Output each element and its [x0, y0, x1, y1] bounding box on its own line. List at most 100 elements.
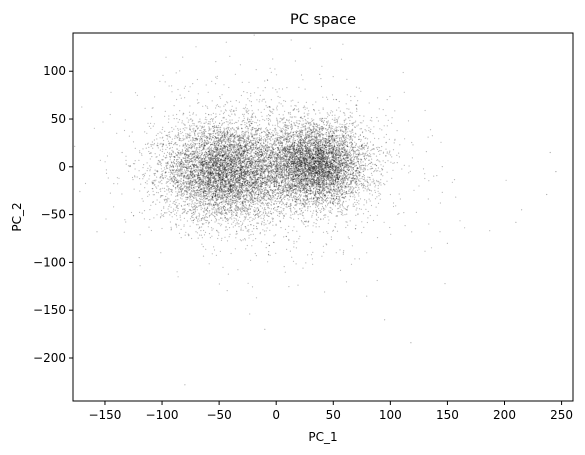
data-point [273, 142, 275, 144]
data-point [242, 154, 244, 157]
data-point [233, 161, 235, 163]
data-point [222, 156, 224, 158]
data-point [234, 199, 236, 201]
data-point [174, 163, 176, 165]
data-point [226, 131, 228, 133]
data-point [206, 170, 208, 172]
data-point [158, 181, 160, 183]
data-point [212, 184, 214, 186]
data-point [244, 169, 246, 171]
data-point [131, 176, 134, 179]
data-point [166, 198, 168, 200]
data-point [177, 204, 179, 206]
data-point [167, 180, 170, 182]
data-point [176, 137, 178, 139]
data-point [245, 168, 247, 170]
data-point [157, 192, 159, 194]
data-point [203, 200, 205, 202]
data-point [170, 161, 172, 163]
data-point [207, 226, 209, 228]
data-point [258, 212, 261, 214]
data-point [265, 163, 267, 165]
data-point [232, 178, 234, 180]
data-point [279, 165, 281, 167]
data-point [211, 205, 213, 207]
data-point [263, 160, 265, 162]
data-point [217, 237, 219, 240]
data-point [234, 134, 236, 136]
data-point [182, 187, 184, 189]
data-point [142, 167, 144, 169]
data-point [205, 121, 207, 123]
data-point [253, 112, 255, 114]
data-point [241, 177, 243, 179]
data-point [230, 179, 232, 181]
data-point [245, 248, 247, 250]
data-point [213, 214, 215, 217]
data-point [207, 177, 209, 179]
data-point [256, 149, 258, 151]
data-point [203, 229, 205, 232]
data-point [221, 171, 223, 173]
data-point [189, 180, 192, 182]
data-point [157, 185, 159, 187]
data-point [169, 182, 171, 184]
data-point [223, 140, 225, 142]
data-point [243, 157, 245, 159]
data-point [234, 225, 236, 227]
data-point [199, 138, 202, 140]
data-point [222, 190, 224, 192]
data-point [239, 167, 241, 169]
data-point [176, 212, 178, 214]
data-point [231, 148, 233, 150]
data-point [228, 182, 230, 184]
data-point [199, 234, 201, 236]
data-point [191, 151, 193, 153]
data-point [250, 164, 252, 166]
data-point [237, 120, 239, 122]
data-point [141, 174, 144, 176]
data-point [252, 183, 254, 185]
data-point [239, 189, 242, 191]
data-point [209, 162, 211, 164]
data-point [198, 214, 200, 217]
data-point [187, 133, 189, 135]
data-point [220, 191, 222, 193]
data-point [213, 132, 215, 135]
data-point [212, 199, 215, 201]
data-point [179, 165, 181, 167]
data-point [235, 171, 237, 173]
data-point [185, 181, 187, 183]
data-point [239, 195, 241, 198]
data-point [206, 220, 209, 222]
data-point [244, 155, 246, 157]
data-point [220, 197, 222, 200]
data-point [217, 185, 219, 187]
data-point [198, 193, 200, 196]
data-point [224, 159, 226, 161]
data-point [263, 153, 265, 155]
data-point [154, 153, 156, 155]
data-point [196, 156, 198, 158]
data-point [244, 203, 246, 205]
data-point [176, 192, 178, 194]
data-point [287, 132, 289, 134]
data-point [230, 111, 232, 113]
data-point [188, 157, 190, 160]
data-point [195, 196, 197, 198]
data-point [193, 145, 195, 148]
data-point [245, 206, 247, 208]
data-point [211, 118, 213, 120]
data-point [199, 213, 201, 215]
data-point [234, 137, 236, 139]
data-point [228, 165, 230, 167]
data-point [227, 124, 229, 126]
data-point [192, 216, 194, 219]
data-point [202, 186, 204, 189]
data-point [191, 181, 193, 183]
data-point [218, 125, 220, 127]
data-point [267, 178, 269, 180]
data-point [267, 220, 269, 222]
data-point [284, 198, 286, 201]
data-point [200, 181, 202, 183]
